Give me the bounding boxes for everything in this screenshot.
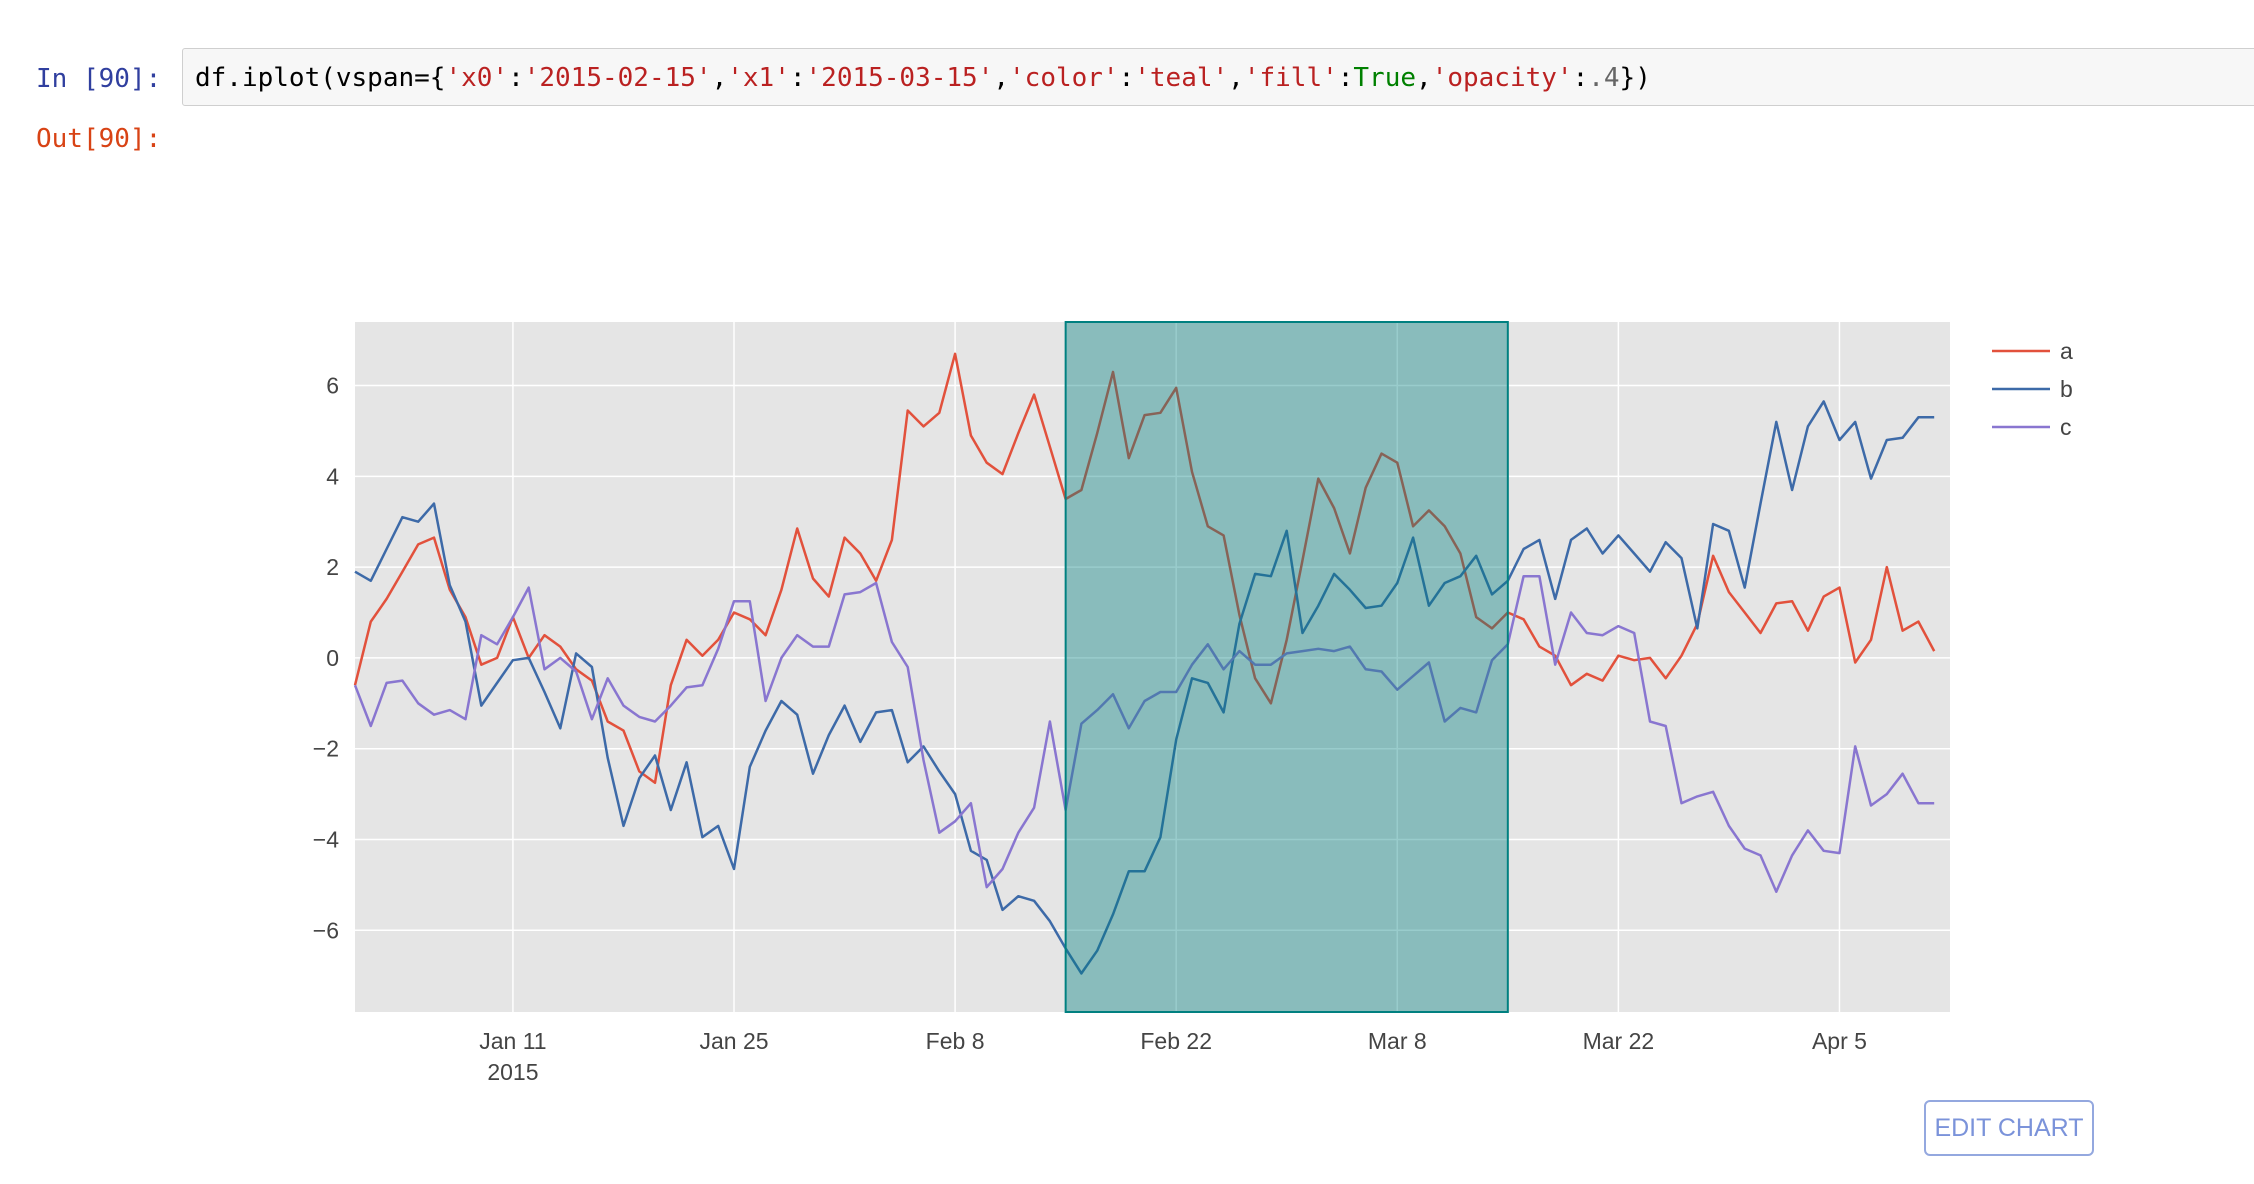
series-line-a [353, 352, 1936, 785]
code-token: 'fill' [1243, 63, 1338, 93]
y-tick-label: −6 [313, 917, 339, 943]
plot-background [355, 322, 1950, 1012]
x-tick-sublabel: 2015 [487, 1059, 538, 1085]
code-token: df.iplot(vspan={ [195, 63, 446, 93]
y-tick-label: 0 [326, 645, 339, 671]
vspan-highlight [1064, 321, 1509, 1013]
code-token: : [1572, 63, 1589, 93]
code-token: , [711, 63, 728, 93]
code-cell[interactable]: df.iplot(vspan={'x0':'2015-02-15','x1':'… [182, 48, 2254, 106]
code-token: 'x0' [445, 63, 509, 93]
code-token: : [1337, 63, 1354, 93]
input-prompt: In [90]: [36, 64, 162, 94]
y-tick-label: 6 [326, 373, 339, 399]
code-token: , [993, 63, 1010, 93]
code-token: : [1118, 63, 1135, 93]
x-tick-label: Mar 8 [1368, 1028, 1427, 1054]
legend-item-b[interactable]: b [1992, 376, 2073, 402]
legend[interactable]: abc [1992, 338, 2073, 440]
code-token: , [1416, 63, 1432, 93]
code-token: 'color' [1009, 63, 1119, 93]
x-tick-label: Apr 5 [1812, 1028, 1867, 1054]
code-token: , [1228, 63, 1244, 93]
series-line-b [354, 400, 1935, 975]
y-tick-label: 4 [326, 463, 339, 489]
legend-label: a [2060, 338, 2073, 364]
y-tick-label: −4 [313, 827, 339, 853]
x-tick-label: Feb 8 [926, 1028, 985, 1054]
code-token: .4 [1588, 63, 1620, 93]
code-token: '2015-03-15' [805, 63, 994, 93]
legend-label: c [2060, 414, 2072, 440]
x-tick-label: Jan 25 [699, 1028, 768, 1054]
code-token: '2015-02-15' [523, 63, 712, 93]
code-token: }) [1619, 63, 1651, 93]
code-token: 'x1' [727, 63, 790, 93]
code-token: 'opacity' [1431, 63, 1573, 93]
x-tick-label: Jan 11 [479, 1028, 546, 1054]
edit-chart-button[interactable]: EDIT CHART [1924, 1100, 2094, 1156]
code-token: True [1353, 63, 1417, 93]
output-prompt: Out[90]: [36, 124, 162, 154]
code-token: 'teal' [1134, 63, 1229, 93]
x-tick-label: Mar 22 [1583, 1028, 1655, 1054]
series-line-c [353, 574, 1935, 893]
legend-label: b [2060, 376, 2073, 402]
code-line: df.iplot(vspan={'x0':'2015-02-15','x1':'… [195, 63, 1651, 93]
y-tick-label: 2 [326, 554, 339, 580]
x-tick-label: Feb 22 [1140, 1028, 1212, 1054]
legend-item-a[interactable]: a [1992, 338, 2073, 364]
series-lines [353, 352, 1936, 975]
code-token: : [789, 63, 806, 93]
code-token: : [508, 63, 524, 93]
y-tick-label: −2 [313, 736, 339, 762]
legend-item-c[interactable]: c [1992, 414, 2072, 440]
axes: −6 −4 −2 0 2 4 6 Jan 11 2015 Jan 25 Feb 8 Feb 22 Mar… [313, 373, 1867, 1085]
